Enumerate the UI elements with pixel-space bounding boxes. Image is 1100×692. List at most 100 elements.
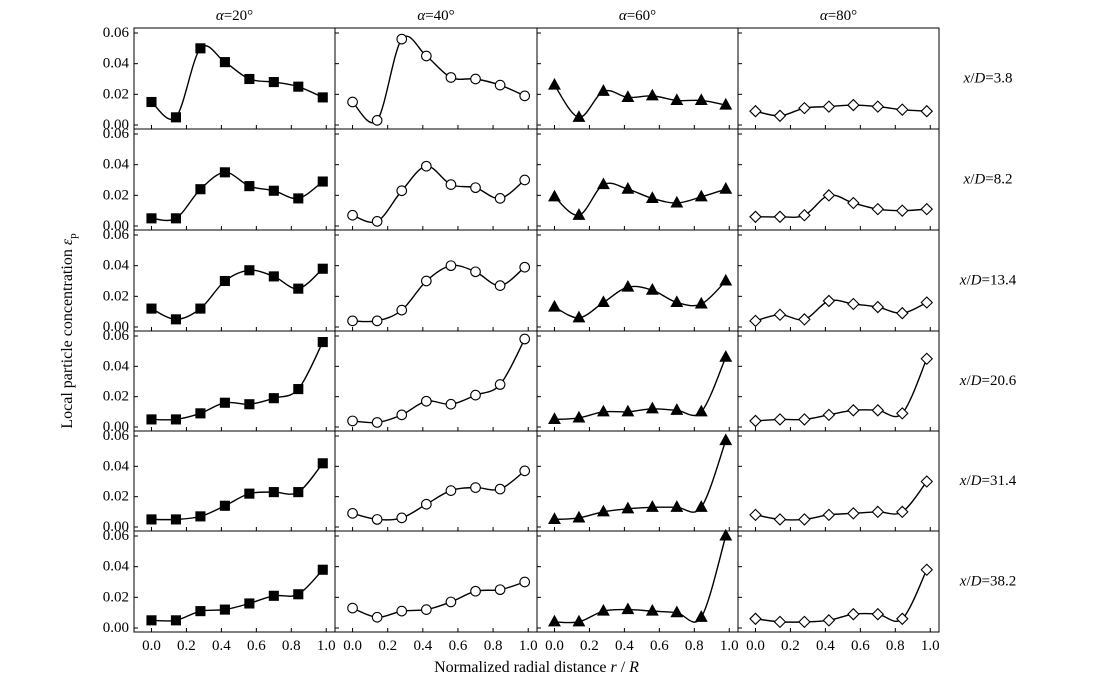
data-point-r2-c1-7 xyxy=(519,261,531,273)
data-point-r0-c0-0 xyxy=(146,96,157,108)
data-point-r2-c1-3 xyxy=(420,275,432,287)
data-point-r4-c0-1 xyxy=(170,514,181,525)
data-point-r1-c1-5 xyxy=(470,182,481,194)
data-point-r2-c0-3 xyxy=(219,275,230,287)
data-point-r5-c2-2 xyxy=(596,603,610,616)
data-point-r3-c1-3 xyxy=(420,395,432,407)
data-point-r5-c3-2 xyxy=(798,615,811,629)
y-tick-label-r1-2: 0.04 xyxy=(103,157,130,173)
data-point-r3-c3-4 xyxy=(847,404,860,417)
data-point-r4-c1-7 xyxy=(519,465,531,477)
data-point-r5-c1-4 xyxy=(445,596,457,608)
data-point-r2-c2-6 xyxy=(694,296,708,309)
x-tick-label-c3-1: 0.2 xyxy=(781,638,800,654)
data-point-r0-c3-1 xyxy=(773,109,787,123)
data-point-r3-c0-2 xyxy=(195,408,206,419)
y-tick-label-r3-0: 0.00 xyxy=(103,419,129,435)
y-axis-title: Local particle concentration εp xyxy=(59,233,79,429)
data-point-r5-c0-5 xyxy=(268,590,279,601)
data-point-r4-c3-6 xyxy=(896,505,909,519)
x-tick-label-c1-5: 1.0 xyxy=(519,638,538,654)
data-point-r1-c2-1 xyxy=(572,208,586,220)
data-point-r4-c2-7 xyxy=(719,433,733,446)
x-tick-label-c2-0: 0.0 xyxy=(545,638,564,654)
data-point-r4-c2-0 xyxy=(548,512,561,524)
data-point-r0-c1-3 xyxy=(420,50,432,62)
fit-curve-r2-c1 xyxy=(352,264,526,323)
data-point-r5-c0-6 xyxy=(293,589,304,600)
y-tick-label-r0-3: 0.06 xyxy=(103,25,130,41)
data-point-r1-c2-0 xyxy=(548,189,561,202)
data-point-r4-c0-6 xyxy=(293,487,304,498)
data-point-r1-c2-5 xyxy=(670,195,684,208)
data-point-r2-c3-0 xyxy=(749,314,762,328)
data-point-r0-c3-5 xyxy=(871,100,885,113)
data-point-r2-c3-2 xyxy=(798,313,811,326)
data-point-r0-c0-6 xyxy=(293,81,304,92)
data-point-r3-c2-5 xyxy=(670,403,684,415)
y-tick-label-r3-2: 0.04 xyxy=(103,358,130,374)
data-point-r1-c0-1 xyxy=(170,213,181,224)
panel-frame-r0-c2 xyxy=(536,27,739,130)
data-point-r0-c2-3 xyxy=(621,90,635,102)
panel-frame-r5-c2 xyxy=(536,530,739,633)
data-point-r4-c2-2 xyxy=(596,504,610,517)
x-tick-label-c1-1: 0.2 xyxy=(378,638,397,654)
data-point-r0-c2-0 xyxy=(548,77,561,90)
data-point-r0-c1-2 xyxy=(396,33,408,45)
data-point-r1-c1-2 xyxy=(396,185,408,197)
x-tick-label-c3-4: 0.8 xyxy=(886,638,905,654)
data-point-r0-c1-4 xyxy=(445,72,457,83)
data-point-r5-c1-0 xyxy=(347,602,358,614)
data-point-r4-c3-1 xyxy=(773,513,787,526)
data-point-r5-c1-7 xyxy=(519,576,531,588)
data-point-r0-c0-7 xyxy=(317,92,328,103)
data-point-r4-c1-5 xyxy=(470,482,481,493)
y-tick-label-r5-0: 0.00 xyxy=(103,620,129,636)
row-label-2: x/D=13.4 xyxy=(959,273,1017,289)
data-point-r2-c0-0 xyxy=(146,303,157,314)
data-point-r1-c2-6 xyxy=(694,189,708,202)
panel-frame-r5-c1 xyxy=(334,530,538,633)
x-tick-label-c0-2: 0.4 xyxy=(212,638,231,654)
y-tick-label-r2-3: 0.06 xyxy=(103,227,130,243)
data-point-r3-c1-2 xyxy=(396,409,408,421)
data-point-r2-c2-0 xyxy=(548,299,561,312)
data-point-r4-c3-7 xyxy=(920,475,934,488)
x-tick-label-c1-4: 0.8 xyxy=(484,638,503,654)
data-point-r0-c2-7 xyxy=(719,97,733,110)
data-point-r2-c1-5 xyxy=(470,266,481,278)
data-point-r3-c3-5 xyxy=(871,404,885,417)
x-tick-label-c0-5: 1.0 xyxy=(317,638,336,654)
data-point-r2-c1-4 xyxy=(445,260,457,272)
x-axis-title: Normalized radial distance r / R xyxy=(434,659,639,676)
fit-curve-r0-c1 xyxy=(352,35,525,124)
data-point-r1-c1-3 xyxy=(420,160,432,172)
row-label-5: x/D=38.2 xyxy=(959,574,1016,590)
data-point-r4-c2-3 xyxy=(621,501,635,514)
data-point-r1-c2-7 xyxy=(719,182,733,194)
data-point-r5-c0-4 xyxy=(244,598,255,609)
data-point-r2-c2-1 xyxy=(572,310,586,323)
data-point-r5-c0-7 xyxy=(317,564,328,575)
y-tick-label-r1-3: 0.06 xyxy=(103,126,130,142)
x-tick-label-c0-4: 0.8 xyxy=(282,638,301,654)
data-point-r3-c2-3 xyxy=(621,404,635,417)
y-tick-label-r0-1: 0.02 xyxy=(103,86,129,102)
fit-curve-r5-c2 xyxy=(554,535,727,624)
data-point-r0-c1-6 xyxy=(494,79,506,91)
data-point-r3-c3-0 xyxy=(749,414,762,428)
data-point-r0-c2-4 xyxy=(645,88,659,101)
y-tick-label-r3-3: 0.06 xyxy=(103,328,130,344)
y-tick-label-r5-2: 0.04 xyxy=(103,559,130,575)
data-point-r3-c2-1 xyxy=(572,410,586,423)
data-point-r3-c3-2 xyxy=(798,413,811,426)
data-point-r5-c1-1 xyxy=(371,611,383,623)
data-point-r3-c1-0 xyxy=(347,415,358,427)
data-point-r1-c0-3 xyxy=(219,167,230,178)
data-point-r0-c1-1 xyxy=(371,115,383,126)
data-point-r3-c1-4 xyxy=(445,398,457,410)
data-point-r3-c2-7 xyxy=(719,350,733,362)
data-point-r1-c0-5 xyxy=(268,185,279,196)
data-point-r4-c0-4 xyxy=(244,488,255,499)
